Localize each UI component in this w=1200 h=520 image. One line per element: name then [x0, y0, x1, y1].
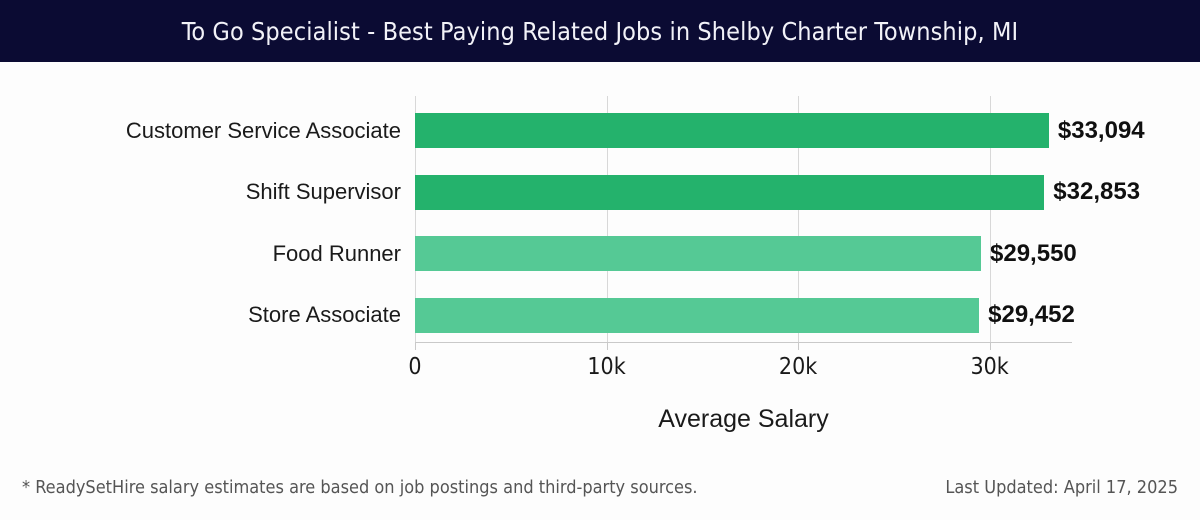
- x-axis-tick: [989, 343, 991, 350]
- bar[interactable]: [415, 174, 1045, 210]
- bar-row[interactable]: $29,452: [415, 297, 1200, 333]
- y-axis-category-label: Customer Service Associate: [125, 117, 401, 143]
- bar[interactable]: [415, 236, 982, 271]
- bar-chart: 0 10k 20k 30k $33,094 Customer Service Associ…: [0, 62, 1200, 520]
- x-axis-line: [415, 342, 1072, 343]
- gridline: [415, 96, 416, 342]
- bar[interactable]: [415, 297, 980, 333]
- bar[interactable]: [415, 113, 1049, 148]
- x-axis-tick-label: 30k: [970, 354, 1009, 380]
- footer-last-updated: Last Updated: April 17, 2025: [945, 477, 1178, 498]
- footer-disclaimer: * ReadySetHire salary estimates are base…: [22, 477, 698, 498]
- x-axis-tick: [798, 343, 800, 350]
- x-axis-tick-label: 0: [408, 354, 422, 380]
- bar-value-label: $29,452: [988, 301, 1075, 328]
- x-axis-tick-label: 10k: [587, 354, 626, 380]
- page-header: To Go Specialist - Best Paying Related J…: [0, 0, 1200, 62]
- plot-area: [415, 96, 1072, 342]
- bar-value-label: $29,550: [990, 239, 1077, 267]
- bar-row[interactable]: $29,550: [415, 236, 1200, 271]
- bar-value-label: $32,853: [1053, 178, 1141, 205]
- bar-row[interactable]: $33,094: [415, 113, 1200, 148]
- bar-value-label: $33,094: [1057, 116, 1145, 144]
- gridline: [606, 96, 608, 342]
- y-axis-category-label: Shift Supervisor: [245, 179, 401, 204]
- gridline: [798, 96, 800, 342]
- gridline: [989, 96, 991, 342]
- page-title: To Go Specialist - Best Paying Related J…: [181, 16, 1019, 46]
- x-axis-tick: [415, 343, 416, 350]
- bar-row[interactable]: $32,853: [415, 174, 1200, 210]
- x-axis-tick: [606, 343, 608, 350]
- y-axis-category-label: Store Associate: [248, 302, 401, 327]
- y-axis-category-label: Food Runner: [272, 240, 401, 266]
- x-axis-tick-label: 20k: [778, 354, 818, 380]
- x-axis-title: Average Salary: [658, 405, 829, 433]
